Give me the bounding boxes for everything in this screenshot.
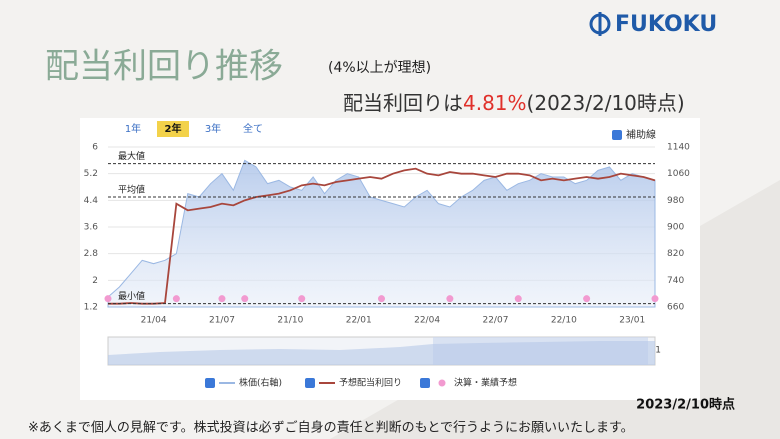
y-tick-label: 1.2 <box>84 303 98 313</box>
y2-tick-label: 980 <box>667 196 684 206</box>
headline-value: 4.81% <box>463 91 527 115</box>
logo: FUKOKU <box>589 12 717 37</box>
y-tick-label: 6 <box>92 143 98 153</box>
tab[interactable]: 2年 <box>165 122 182 135</box>
tab[interactable]: 1年 <box>125 122 141 135</box>
headline: 配当利回りは4.81%(2023/2/10時点) <box>343 91 685 115</box>
legend-checkbox[interactable] <box>420 378 430 388</box>
checkbox[interactable] <box>612 130 622 140</box>
x-tick-label: 21/07 <box>209 316 235 326</box>
as-of: 2023/2/10時点 <box>636 397 735 413</box>
legend-checkbox[interactable] <box>305 378 315 388</box>
event-dot <box>218 295 226 303</box>
x-tick-label: 23/01 <box>619 316 645 326</box>
yield-line <box>108 167 656 305</box>
event-dot <box>514 295 522 303</box>
y2-tick-label: 820 <box>667 249 684 259</box>
event-dot <box>378 295 385 303</box>
legend-label[interactable]: 決算・業績予想 <box>454 377 517 389</box>
event-dot <box>583 295 591 303</box>
legend-checkbox[interactable] <box>205 378 215 388</box>
y-tick-label: 4.4 <box>84 196 99 206</box>
title-note: (4%以上が理想) <box>328 60 431 76</box>
x-tick-label: 22/04 <box>414 316 440 326</box>
reference-label: 平均値 <box>118 184 145 196</box>
y-tick-label: 5.2 <box>84 169 98 179</box>
logo-text: FUKOKU <box>615 12 717 37</box>
event-dot <box>104 295 112 303</box>
navigator-area <box>108 341 655 365</box>
legend-label[interactable]: 予想配当利回り <box>339 377 402 389</box>
footer: ※あくまで個人の見解です。株式投資は必ずご自身の責任と判断のもとで行うようにお願… <box>28 420 634 436</box>
tab[interactable]: 全て <box>243 122 263 135</box>
y2-tick-label: 1140 <box>667 143 690 153</box>
tab-active <box>157 121 189 137</box>
reference-label: 最小値 <box>118 290 145 302</box>
y2-tick-label: 1060 <box>667 169 690 179</box>
event-dot <box>446 295 454 303</box>
event-dot <box>241 295 249 303</box>
y2-tick-label: 740 <box>667 276 684 286</box>
reference-label: 最大値 <box>118 150 145 162</box>
headline-prefix: 配当利回りは <box>343 91 463 115</box>
event-dot <box>298 295 306 303</box>
y-tick-label: 3.6 <box>84 223 99 233</box>
tab[interactable]: 3年 <box>205 122 221 135</box>
x-tick-label: 22/10 <box>551 316 577 326</box>
x-tick-label: 22/07 <box>482 316 508 326</box>
event-dot <box>172 295 180 303</box>
y-tick-label: 2.8 <box>84 249 99 259</box>
event-dot <box>651 295 659 303</box>
aux-toggle[interactable]: 補助線 <box>626 128 656 141</box>
title: 配当利回り推移 <box>45 47 283 87</box>
legend-label[interactable]: 株価(右軸) <box>239 377 282 389</box>
x-tick-label: 22/01 <box>346 316 372 326</box>
x-tick-label: 21/04 <box>141 316 167 326</box>
legend-symbol <box>438 379 446 387</box>
y2-tick-label: 660 <box>667 303 684 313</box>
headline-suffix: (2023/2/10時点) <box>527 91 685 115</box>
x-tick-label: 21/10 <box>277 316 303 326</box>
y-tick-label: 2 <box>92 276 98 286</box>
y2-tick-label: 900 <box>667 223 684 233</box>
